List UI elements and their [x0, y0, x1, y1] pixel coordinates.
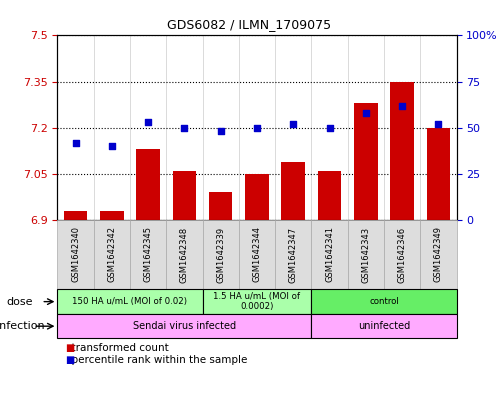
Point [398, 103, 406, 109]
Point [181, 125, 189, 131]
Point [253, 125, 261, 131]
Bar [209, 192, 233, 220]
Text: GSM1642344: GSM1642344 [252, 226, 261, 283]
Text: transformed count: transformed count [65, 343, 169, 353]
Point [217, 128, 225, 134]
Bar [390, 82, 414, 220]
Text: infection: infection [0, 321, 44, 331]
Text: GSM1642341: GSM1642341 [325, 226, 334, 283]
Text: control: control [369, 297, 399, 306]
Text: ■: ■ [65, 343, 74, 353]
Text: ■: ■ [65, 355, 74, 365]
Bar [245, 174, 269, 220]
Point [289, 121, 297, 127]
Point [325, 125, 333, 131]
Text: GSM1642347: GSM1642347 [289, 226, 298, 283]
Text: GDS6082 / ILMN_1709075: GDS6082 / ILMN_1709075 [168, 18, 331, 31]
Text: 1.5 HA u/mL (MOI of
0.0002): 1.5 HA u/mL (MOI of 0.0002) [214, 292, 300, 311]
Bar [427, 128, 450, 220]
Text: GSM1642349: GSM1642349 [434, 226, 443, 283]
Text: 150 HA u/mL (MOI of 0.02): 150 HA u/mL (MOI of 0.02) [72, 297, 188, 306]
Text: Sendai virus infected: Sendai virus infected [133, 321, 236, 331]
Text: GSM1642348: GSM1642348 [180, 226, 189, 283]
Bar [64, 211, 87, 220]
Point [144, 119, 152, 125]
Text: GSM1642340: GSM1642340 [71, 226, 80, 283]
Bar [318, 171, 341, 220]
Text: GSM1642342: GSM1642342 [107, 226, 116, 283]
Point [435, 121, 443, 127]
Text: GSM1642339: GSM1642339 [216, 226, 225, 283]
Text: uninfected: uninfected [358, 321, 410, 331]
Bar [136, 149, 160, 220]
Bar [173, 171, 196, 220]
Point [108, 143, 116, 149]
Bar [100, 211, 124, 220]
Text: GSM1642346: GSM1642346 [398, 226, 407, 283]
Bar [354, 103, 378, 220]
Text: dose: dose [7, 297, 33, 307]
Point [71, 140, 79, 146]
Bar [281, 162, 305, 220]
Text: GSM1642343: GSM1642343 [361, 226, 370, 283]
Text: GSM1642345: GSM1642345 [144, 226, 153, 283]
Text: percentile rank within the sample: percentile rank within the sample [65, 355, 247, 365]
Point [362, 110, 370, 116]
